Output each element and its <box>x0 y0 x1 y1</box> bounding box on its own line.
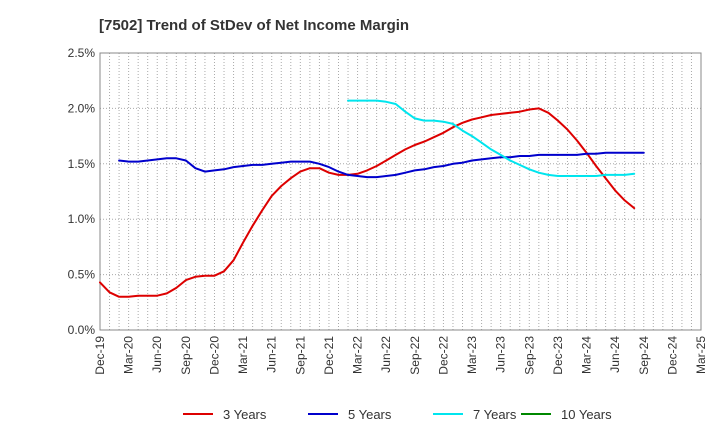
legend: 3 Years 5 Years 7 Years 10 Years <box>183 407 612 422</box>
y-tick-label: 1.0% <box>68 212 96 226</box>
x-tick-label: Mar-21 <box>236 336 250 374</box>
x-tick-label: Dec-23 <box>551 336 565 375</box>
series-line-3y <box>99 107 636 298</box>
plot-frame <box>99 52 702 331</box>
y-tick-label: 2.0% <box>68 101 96 115</box>
series-line-7y <box>347 99 636 177</box>
x-tick-label: Sep-22 <box>408 336 422 375</box>
series-layer <box>99 99 645 298</box>
y-tick-label: 2.5% <box>68 46 96 60</box>
x-tick-label: Jun-21 <box>265 336 279 373</box>
x-tick-label: Dec-21 <box>322 336 336 375</box>
x-tick-label: Jun-24 <box>608 336 622 373</box>
x-tick-label: Jun-20 <box>150 336 164 373</box>
legend-label-7y: 7 Years <box>473 407 517 422</box>
legend-label-5y: 5 Years <box>348 407 392 422</box>
x-tick-label: Sep-20 <box>179 336 193 375</box>
x-tick-label: Mar-25 <box>694 336 708 374</box>
series-line-5y <box>118 151 645 179</box>
y-tick-label: 0.5% <box>68 268 96 282</box>
y-tick-label: 0.0% <box>68 323 96 337</box>
x-tick-label: Dec-20 <box>207 336 221 375</box>
legend-label-10y: 10 Years <box>561 407 612 422</box>
x-tick-label: Jun-22 <box>379 336 393 373</box>
x-tick-label: Sep-24 <box>637 336 651 375</box>
y-tick-label: 1.5% <box>68 157 96 171</box>
x-tick-label: Mar-24 <box>580 336 594 374</box>
x-tick-label: Sep-23 <box>522 336 536 375</box>
grid <box>100 53 701 330</box>
x-tick-label: Mar-20 <box>122 336 136 374</box>
chart-title: [7502] Trend of StDev of Net Income Marg… <box>99 17 409 34</box>
x-tick-label: Dec-19 <box>93 336 107 375</box>
x-tick-label: Mar-23 <box>465 336 479 374</box>
x-tick-label: Sep-21 <box>293 336 307 375</box>
y-axis: 0.0% 0.5% 1.0% 1.5% 2.0% 2.5% <box>68 46 96 337</box>
x-tick-label: Dec-22 <box>436 336 450 375</box>
x-axis: Dec-19 Mar-20 Jun-20 Sep-20 Dec-20 Mar-21 Jun-… <box>93 336 708 375</box>
x-tick-label: Dec-24 <box>665 336 679 375</box>
x-tick-label: Jun-23 <box>494 336 508 373</box>
x-tick-label: Mar-22 <box>351 336 365 374</box>
legend-label-3y: 3 Years <box>223 407 267 422</box>
